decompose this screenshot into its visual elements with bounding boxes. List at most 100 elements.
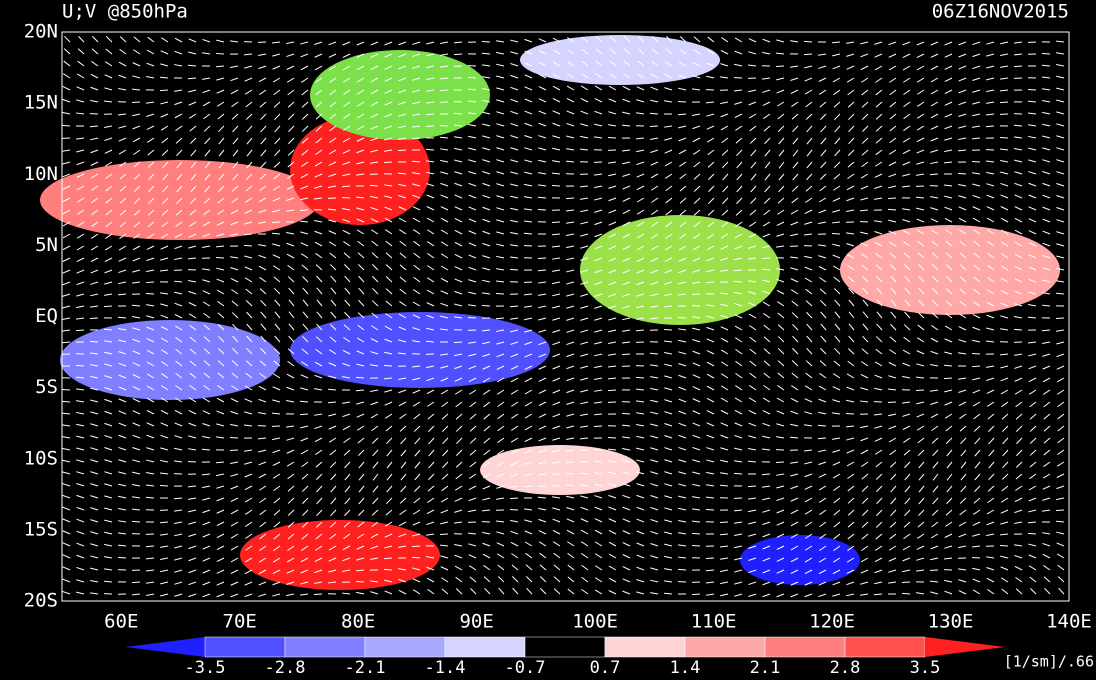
wind-arrow xyxy=(804,473,813,478)
wind-arrow xyxy=(846,373,855,379)
wind-arrow xyxy=(132,257,141,262)
wind-arrow xyxy=(384,184,393,187)
wind-arrow xyxy=(344,311,351,319)
wind-arrow xyxy=(1014,554,1023,559)
wind-arrow xyxy=(552,365,561,370)
wind-arrow xyxy=(118,351,127,355)
wind-arrow xyxy=(692,410,701,415)
wind-arrow xyxy=(862,287,869,295)
wind-arrow xyxy=(231,197,239,204)
wind-arrow xyxy=(160,593,169,597)
wind-arrow xyxy=(537,257,547,260)
wind-arrow xyxy=(971,365,981,368)
wind-arrow xyxy=(874,65,883,71)
wind-arrow xyxy=(860,253,869,259)
wind-arrow xyxy=(1000,377,1009,382)
wind-arrow xyxy=(302,311,309,319)
wind-arrow xyxy=(174,233,183,239)
wind-arrow xyxy=(762,557,771,562)
wind-arrow xyxy=(454,159,463,163)
wind-arrow xyxy=(861,125,869,133)
wind-arrow xyxy=(119,197,127,204)
wind-arrow xyxy=(286,461,295,467)
wind-arrow xyxy=(454,316,463,319)
wind-arrow xyxy=(1028,341,1037,344)
wind-arrow xyxy=(78,35,85,43)
wind-arrow xyxy=(343,125,351,131)
wind-arrow xyxy=(358,287,365,295)
wind-arrow xyxy=(917,437,925,444)
wind-arrow xyxy=(678,410,687,415)
wind-arrow xyxy=(762,301,771,307)
wind-arrow xyxy=(300,387,309,391)
wind-arrow xyxy=(917,252,925,259)
wind-arrow xyxy=(524,305,533,308)
wind-arrow xyxy=(776,569,785,574)
wind-arrow xyxy=(344,473,351,481)
wind-arrow xyxy=(510,461,519,466)
wind-arrow xyxy=(552,341,561,346)
wind-arrow xyxy=(356,337,365,343)
wind-arrow xyxy=(860,387,869,391)
wind-arrow xyxy=(986,509,995,515)
wind-arrow xyxy=(146,269,155,273)
wind-arrow xyxy=(889,89,897,96)
wind-arrow xyxy=(1000,171,1009,175)
wind-arrow xyxy=(90,137,99,141)
wind-arrow xyxy=(76,494,85,499)
wind-arrow xyxy=(804,593,813,598)
wind-arrow xyxy=(805,372,813,379)
wind-arrow xyxy=(594,483,603,487)
wind-arrow xyxy=(944,206,953,211)
wind-arrow xyxy=(62,590,71,595)
wind-arrow xyxy=(104,459,113,463)
wind-arrow xyxy=(412,567,421,571)
wind-arrow xyxy=(384,65,393,70)
wind-arrow xyxy=(188,569,197,574)
wind-arrow xyxy=(344,275,351,283)
wind-arrow xyxy=(692,75,701,79)
wind-arrow xyxy=(650,423,659,427)
wind-arrow xyxy=(889,264,897,271)
wind-arrow xyxy=(76,233,85,239)
wind-arrow xyxy=(89,317,99,320)
wind-arrow xyxy=(300,581,309,585)
wind-arrow xyxy=(776,533,785,538)
wind-arrow xyxy=(161,37,169,43)
wind-arrow xyxy=(594,173,603,176)
wind-arrow xyxy=(356,363,365,367)
wind-arrow xyxy=(776,278,785,283)
wind-arrow xyxy=(890,287,897,295)
wind-arrow xyxy=(720,314,729,319)
wind-arrow xyxy=(1041,329,1051,332)
wind-arrow xyxy=(426,389,435,395)
wind-arrow xyxy=(916,173,925,176)
wind-arrow xyxy=(1014,565,1023,571)
wind-arrow xyxy=(902,219,911,223)
wind-arrow xyxy=(426,377,435,382)
wind-arrow xyxy=(258,398,267,403)
wind-arrow xyxy=(342,425,351,431)
wind-arrow xyxy=(720,373,729,379)
wind-arrow xyxy=(608,173,617,177)
wind-arrow xyxy=(315,348,323,355)
wind-arrow xyxy=(160,545,169,548)
wind-arrow xyxy=(720,422,729,427)
wind-arrow xyxy=(428,437,435,445)
wind-arrow xyxy=(300,242,309,247)
wind-arrow xyxy=(75,329,85,332)
wind-arrow xyxy=(594,269,603,274)
wind-arrow xyxy=(90,471,99,475)
wind-arrow xyxy=(692,257,701,262)
wind-arrow xyxy=(833,533,841,540)
wind-arrow xyxy=(90,245,99,251)
wind-arrow xyxy=(370,364,379,367)
wind-arrow xyxy=(118,339,127,343)
wind-arrow xyxy=(733,269,743,272)
wind-arrow xyxy=(118,87,127,91)
wind-arrow xyxy=(246,323,253,331)
wind-arrow xyxy=(804,65,813,69)
wind-arrow xyxy=(383,557,393,560)
wind-arrow xyxy=(706,459,715,463)
wind-arrow xyxy=(245,545,253,551)
